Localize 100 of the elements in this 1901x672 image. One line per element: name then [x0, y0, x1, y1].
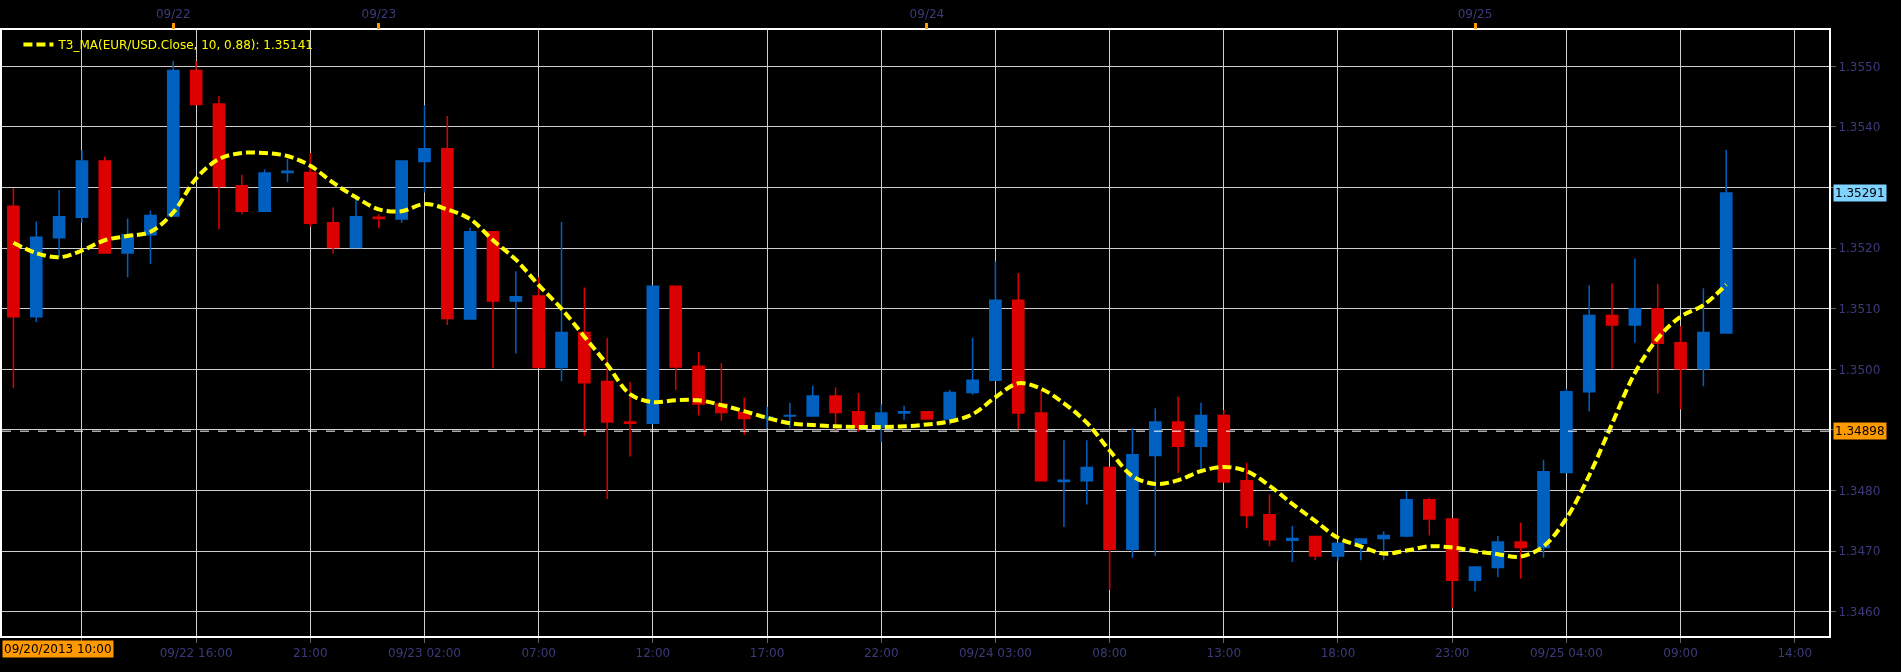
x-tick-label: 21:00 — [293, 646, 328, 661]
candlestick — [7, 187, 20, 389]
x-tick-label: 12:00 — [635, 646, 671, 661]
x-tick-label: 09/23 02:00 — [388, 646, 461, 661]
candlestick — [121, 217, 134, 278]
x2-tick-label: 09/23 — [361, 7, 397, 22]
text: 09/20/2013 10:00 — [4, 642, 112, 656]
candlestick — [1331, 542, 1345, 562]
candlestick — [943, 389, 957, 426]
y-tick-label: 1.3480 — [1838, 483, 1881, 498]
candlestick — [1354, 538, 1368, 561]
y-tick-label: 1.3520 — [1838, 241, 1881, 256]
candlestick — [281, 158, 294, 183]
candlestick — [1651, 283, 1665, 395]
candlestick — [166, 60, 180, 217]
line-series — [11, 150, 1729, 559]
candlestick — [646, 285, 660, 425]
y-tick-label: 1.3470 — [1838, 544, 1881, 559]
x2-tick-label: 09/24 — [909, 7, 945, 22]
candlestick — [1171, 395, 1185, 474]
candlestick — [1537, 458, 1550, 559]
candlestick — [1034, 389, 1048, 482]
candlestick — [1217, 409, 1231, 483]
y-tick-label: 1.3540 — [1838, 120, 1881, 135]
x-tick-label: 18:00 — [1320, 646, 1356, 661]
x-tick-label: 09/22 16:00 — [159, 646, 233, 661]
candlestick — [1057, 439, 1071, 528]
y-tick-label: 1.3550 — [1838, 59, 1881, 74]
candlestick — [737, 397, 751, 436]
candlestick — [349, 197, 363, 249]
candlestick — [1674, 325, 1687, 411]
candlestick — [897, 404, 911, 421]
x-tick-label: 17:00 — [749, 646, 785, 661]
x-tick-label: 22:00 — [863, 646, 899, 661]
x-tick-label: 07:00 — [521, 646, 556, 661]
candlestick — [1582, 284, 1596, 412]
candlestick — [920, 411, 934, 420]
candlestick — [806, 384, 820, 417]
y-tick-label: 1.3510 — [1838, 301, 1881, 316]
candlestick — [189, 60, 203, 106]
candlestick — [52, 189, 66, 258]
candlestick — [1514, 521, 1528, 580]
candlestick — [1445, 518, 1459, 609]
x-tick-label: 14:00 — [1777, 646, 1813, 661]
candlestick — [303, 152, 317, 228]
candlestick — [395, 160, 408, 224]
candlestick — [509, 270, 523, 355]
candlestick — [989, 260, 1002, 382]
candlestick — [98, 155, 112, 254]
candlestick — [1400, 490, 1413, 538]
candlestick — [1080, 439, 1094, 506]
candlestick — [29, 220, 43, 323]
candlestick — [1628, 257, 1642, 344]
candlestick — [1103, 466, 1116, 591]
x-tick-label: 13:00 — [1206, 646, 1242, 661]
x-tick-label: 08:00 — [1092, 646, 1127, 661]
candlestick — [555, 221, 568, 383]
y-tick-label: 1.3460 — [1838, 604, 1881, 619]
candlestick — [1605, 282, 1619, 370]
candlestick — [829, 386, 842, 434]
y-tick-label: 1.3500 — [1838, 362, 1881, 377]
x-tick-label: 09/25 04:00 — [1529, 646, 1603, 661]
candlestick — [1697, 287, 1710, 388]
candlestick — [1263, 493, 1276, 548]
candlestick — [1719, 149, 1733, 334]
candlestick — [1148, 407, 1162, 557]
candlestick — [669, 285, 683, 391]
x-tick-label: 23:00 — [1434, 646, 1470, 661]
candlestick — [418, 104, 431, 194]
candlestick — [1308, 535, 1322, 561]
candlestick — [440, 115, 454, 326]
candlestick — [372, 213, 386, 229]
x-tick-label: 09:00 — [1663, 646, 1698, 661]
candlestick — [1560, 388, 1573, 474]
candlestick — [486, 231, 500, 369]
candlestick — [258, 168, 271, 212]
candlestick — [578, 286, 591, 437]
candlestick — [212, 95, 226, 231]
candlestick — [1194, 401, 1208, 472]
candlestick — [1011, 272, 1025, 431]
candlestick — [692, 351, 705, 417]
x-tick-label: 09/24 03:00 — [958, 646, 1032, 661]
candlestick — [783, 401, 797, 429]
candlestick — [966, 337, 979, 396]
candlestick — [623, 381, 637, 458]
candlestick — [1126, 427, 1139, 559]
candlestick — [1285, 524, 1299, 563]
text: 1.35291 — [1835, 186, 1885, 200]
candlestick — [75, 149, 89, 224]
candlestick — [600, 337, 614, 500]
candlestick — [1423, 497, 1436, 537]
candlestick — [463, 226, 477, 320]
candlestick — [1240, 461, 1253, 529]
candlestick — [532, 276, 546, 369]
x2-tick-label: 09/22 — [155, 7, 191, 22]
x2-tick-label: 09/25 — [1457, 7, 1493, 22]
ref-line-label: 1.34898 — [1835, 424, 1885, 438]
candlestick — [326, 206, 340, 255]
candlestick — [235, 174, 249, 215]
candlestick — [1468, 566, 1482, 592]
